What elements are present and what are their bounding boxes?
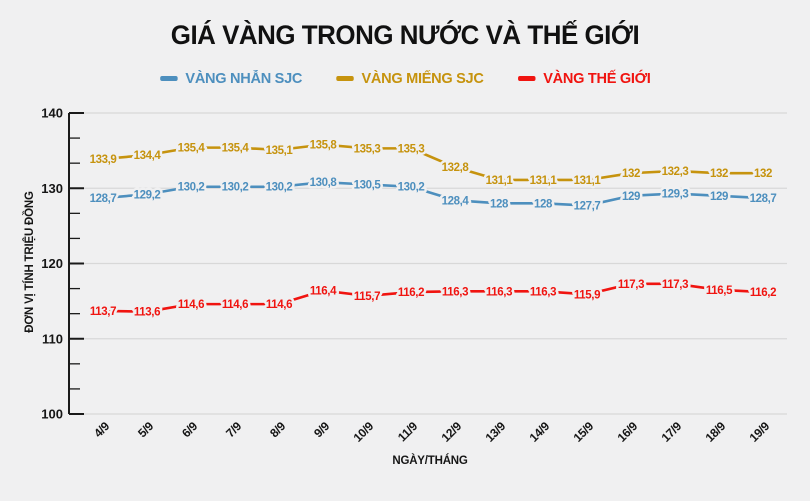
data-label: 114,6 (178, 299, 204, 311)
legend-label: VÀNG NHẪN SJC (185, 70, 302, 87)
data-label: 129,2 (134, 189, 161, 201)
x-tick-label: 7/9 (223, 419, 245, 441)
data-label: 131,1 (530, 175, 558, 187)
x-axis-title: NGÀY/THÁNG (392, 454, 468, 467)
data-label: 116,2 (398, 287, 424, 299)
data-label: 116,3 (486, 286, 512, 298)
y-gridlines (69, 112, 787, 415)
data-label: 128,4 (442, 195, 470, 207)
series-labels-vang-the-gioi: 113,7 113,6 114,6 114,6 114,6 116,4 115,7 116,2… (87, 276, 779, 321)
data-label: 129 (710, 191, 728, 203)
series-labels-vang-mieng-sjc: 133,9 134,4 135,4 135,4 135,1 135,8 135,3 135,3… (87, 137, 775, 189)
x-axis-labels: 4/9 5/9 6/9 7/9 8/9 9/9 10/9 11/9 12/9 13/9 14/9 15… (91, 419, 773, 445)
legend-item-vang-the-gioi: VÀNG THẾ GIỚI (517, 70, 651, 87)
data-label: 133,9 (90, 154, 117, 166)
x-tick-label: 5/9 (135, 419, 157, 441)
data-label: 135,1 (266, 145, 294, 157)
y-tick-label: 110 (42, 331, 63, 346)
data-label: 129 (622, 191, 640, 203)
data-label: 116,3 (530, 286, 556, 298)
axis-titles: ĐƠN VỊ TÍNH TRIỆU ĐỒNG NGÀY/THÁNG (23, 191, 468, 467)
data-label: 129,3 (662, 189, 689, 201)
data-label: 114,6 (222, 299, 248, 311)
data-label: 131,1 (486, 175, 514, 187)
data-label: 132,8 (442, 162, 470, 174)
x-tick-label: 6/9 (179, 419, 201, 441)
y-tick-label: 140 (41, 106, 63, 121)
data-label: 130,2 (222, 182, 249, 194)
y-axis-title: ĐƠN VỊ TÍNH TRIỆU ĐỒNG (23, 191, 36, 333)
y-tick-label: 120 (41, 256, 63, 271)
data-label: 117,3 (662, 279, 688, 291)
x-tick-label: 13/9 (483, 419, 509, 445)
data-label: 135,3 (398, 143, 425, 155)
data-label: 115,9 (574, 289, 600, 301)
data-label: 130,5 (354, 179, 382, 191)
legend-label: VÀNG THẾ GIỚI (543, 70, 651, 87)
data-label: 128,7 (750, 193, 777, 205)
data-label: 114,6 (266, 299, 292, 311)
x-tick-label: 8/9 (267, 419, 289, 441)
x-tick-label: 19/9 (747, 419, 773, 445)
data-label: 130,2 (266, 182, 293, 194)
data-label: 116,5 (706, 285, 733, 297)
y-axis (68, 112, 84, 415)
data-label: 128 (490, 198, 509, 210)
chart-title: GIÁ VÀNG TRONG NƯỚC VÀ THẾ GIỚI (170, 20, 640, 50)
data-label: 132,3 (662, 166, 689, 178)
y-tick-labels: 100 110 120 130 140 (41, 106, 63, 422)
data-label: 116,3 (442, 286, 468, 298)
x-tick-label: 16/9 (615, 419, 641, 445)
data-label: 128,7 (90, 193, 117, 205)
data-label: 116,2 (750, 287, 776, 299)
data-label: 115,7 (354, 291, 380, 303)
data-label: 132 (710, 168, 728, 180)
legend-item-vang-mieng-sjc: VÀNG MIẾNG SJC (336, 70, 484, 87)
x-tick-label: 17/9 (659, 419, 685, 445)
legend-dash-icon (159, 76, 178, 81)
y-tick-label: 130 (41, 181, 63, 196)
x-tick-label: 14/9 (527, 419, 553, 445)
legend-label: VÀNG MIẾNG SJC (361, 70, 484, 87)
chart-legend: VÀNG NHẪN SJC VÀNG MIẾNG SJC VÀNG THẾ GI… (0, 70, 810, 87)
series-line-vang-the-gioi (101, 282, 765, 313)
data-label: 128 (534, 198, 553, 210)
x-tick-label: 11/9 (395, 419, 421, 445)
series-line-vang-nhan-sjc (101, 180, 765, 207)
data-label: 130,8 (310, 177, 338, 189)
series-labels-vang-nhan-sjc: 128,7 129,2 130,2 130,2 130,2 130,8 130,5 130,2… (87, 175, 779, 215)
x-tick-label: 10/9 (351, 419, 377, 445)
data-label: 132 (754, 168, 772, 180)
data-label: 134,4 (134, 150, 162, 162)
data-label: 130,2 (178, 182, 205, 194)
data-label: 113,7 (90, 306, 116, 318)
x-tick-label: 15/9 (571, 419, 597, 445)
data-label: 113,6 (134, 307, 160, 319)
legend-dash-icon (336, 76, 354, 81)
data-label: 132 (622, 168, 640, 180)
x-tick-label: 12/9 (439, 419, 465, 445)
data-label: 127,7 (574, 201, 601, 213)
x-tick-label: 9/9 (311, 419, 333, 441)
legend-item-vang-nhan-sjc: VÀNG NHẪN SJC (159, 70, 302, 87)
data-label: 135,8 (310, 140, 338, 152)
data-label: 135,4 (222, 143, 250, 155)
data-label: 135,4 (178, 143, 206, 155)
y-tick-label: 100 (41, 407, 63, 422)
x-tick-label: 4/9 (91, 419, 113, 441)
legend-dash-icon (517, 76, 536, 81)
data-label: 116,4 (310, 286, 337, 298)
data-label: 131,1 (574, 175, 602, 187)
x-tick-label: 18/9 (703, 419, 729, 445)
data-label: 117,3 (618, 279, 644, 291)
data-label: 130,2 (398, 182, 425, 194)
series-line-vang-mieng-sjc (101, 143, 765, 182)
data-label: 135,3 (354, 143, 381, 155)
